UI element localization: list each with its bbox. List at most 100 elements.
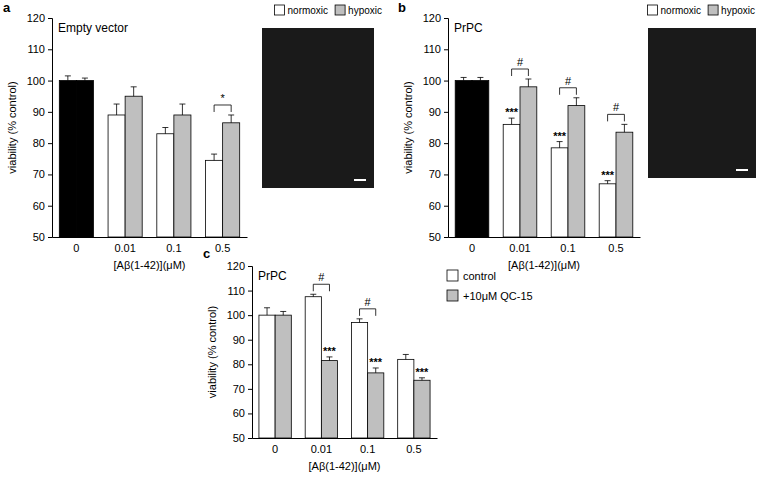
error-bar <box>228 115 234 123</box>
y-tick-mark <box>248 413 252 414</box>
y-tick: 120 <box>227 260 252 272</box>
x-tick-label: 0 <box>73 242 79 254</box>
y-tick-mark <box>48 174 52 175</box>
bar <box>206 160 223 237</box>
x-tick: 0.1 <box>166 237 181 254</box>
x-tick: 0.5 <box>406 438 421 455</box>
panel-title: Empty vector <box>58 21 128 35</box>
y-tick-label: 100 <box>227 309 245 321</box>
micrograph <box>648 28 756 178</box>
panel: 506070809010011012000.010.10.5[Aβ(1-42)]… <box>402 12 641 271</box>
y-tick-label: 80 <box>33 137 45 149</box>
y-tick: 60 <box>233 407 252 419</box>
legend-item: control <box>447 270 496 282</box>
y-axis-title: viability (% control) <box>402 81 414 173</box>
x-tick: 0 <box>272 438 278 455</box>
x-tick: 0 <box>73 237 79 254</box>
y-tick-label: 120 <box>27 12 45 24</box>
y-axis-title: viability (% control) <box>6 81 18 173</box>
error-bar <box>211 154 217 160</box>
y-tick-mark <box>444 49 448 50</box>
y-tick-mark <box>248 340 252 341</box>
legend: normoxichypoxic <box>275 5 382 16</box>
bar <box>125 96 142 237</box>
bar <box>223 123 240 237</box>
bar <box>108 115 125 237</box>
y-tick-mark <box>48 237 52 238</box>
y-tick: 100 <box>423 75 448 87</box>
x-tick-label: 0.1 <box>166 242 181 254</box>
y-tick: 60 <box>33 200 52 212</box>
scale-bar <box>736 169 748 171</box>
x-axis-title: [Aβ(1-42)](μM) <box>114 259 186 271</box>
error-bar <box>65 76 71 81</box>
bar <box>414 380 430 438</box>
y-axis-line <box>444 19 449 238</box>
y-tick-mark <box>444 143 448 144</box>
y-tick-label: 70 <box>429 168 441 180</box>
y-axis: 5060708090100110120 <box>423 12 449 243</box>
bar <box>520 87 537 237</box>
x-tick-label: 0.5 <box>608 242 623 254</box>
significance-stars: *** <box>323 345 337 357</box>
y-tick-label: 80 <box>429 137 441 149</box>
error-bar <box>114 104 120 115</box>
x-tick-label: 0.01 <box>114 242 135 254</box>
x-tick: 0.1 <box>560 237 575 254</box>
scale-bar <box>354 179 366 181</box>
bar <box>76 81 93 237</box>
y-tick-mark <box>48 112 52 113</box>
x-tick-label: 0.1 <box>560 242 575 254</box>
x-tick: 0.5 <box>215 237 230 254</box>
error-bar <box>621 124 627 132</box>
error-bar <box>461 77 467 80</box>
legend-label: normoxic <box>661 5 702 16</box>
bar <box>59 81 76 237</box>
error-bar <box>310 294 316 296</box>
legend: normoxic hypoxic <box>648 5 755 16</box>
x-tick-label: 0.5 <box>406 443 421 455</box>
x-tick: 0.1 <box>360 438 375 455</box>
y-tick-mark <box>444 81 448 82</box>
legend-swatch <box>447 270 458 281</box>
bar <box>599 184 616 237</box>
significance-stars: *** <box>601 169 615 181</box>
significance-mark: # <box>565 75 572 87</box>
panel: 506070809010011012000.010.10.5[Aβ(1-42)]… <box>206 260 438 472</box>
legend-label: control <box>463 270 496 282</box>
panel-title: PrPC <box>454 21 483 35</box>
plot-marks <box>59 76 239 237</box>
y-tick-mark <box>248 291 252 292</box>
y-tick-mark <box>248 266 252 267</box>
y-tick-label: 100 <box>423 75 441 87</box>
y-tick: 100 <box>27 75 52 87</box>
x-axis: 00.010.10.5 <box>449 237 641 254</box>
significance-mark: * <box>220 92 225 104</box>
y-tick-label: 110 <box>27 43 45 55</box>
plot-marks <box>455 77 633 237</box>
y-tick-label: 50 <box>233 432 245 444</box>
y-tick: 90 <box>33 106 52 118</box>
significance-stars: *** <box>553 130 567 142</box>
y-tick-label: 120 <box>227 260 245 272</box>
bar <box>503 124 520 237</box>
x-tick-label: 0 <box>272 443 278 455</box>
y-tick-mark <box>48 18 52 19</box>
y-tick: 90 <box>429 106 448 118</box>
legend-item: hypoxic <box>335 5 382 16</box>
legend-swatch <box>335 5 345 15</box>
micrograph-image <box>262 28 374 188</box>
y-tick: 100 <box>227 309 252 321</box>
x-tick: 0.5 <box>608 237 623 254</box>
x-axis: 0 0.01 0.1 0.5 <box>53 237 248 254</box>
x-axis-line <box>53 237 248 238</box>
significance-bracket <box>512 69 529 76</box>
legend-swatch <box>275 5 285 15</box>
error-bar <box>373 368 379 373</box>
y-tick-label: 70 <box>233 383 245 395</box>
significance-bracket <box>608 114 625 121</box>
micrograph <box>262 28 374 188</box>
y-tick-mark <box>444 174 448 175</box>
y-tick-mark <box>248 364 252 365</box>
legend-label: hypoxic <box>721 5 755 16</box>
